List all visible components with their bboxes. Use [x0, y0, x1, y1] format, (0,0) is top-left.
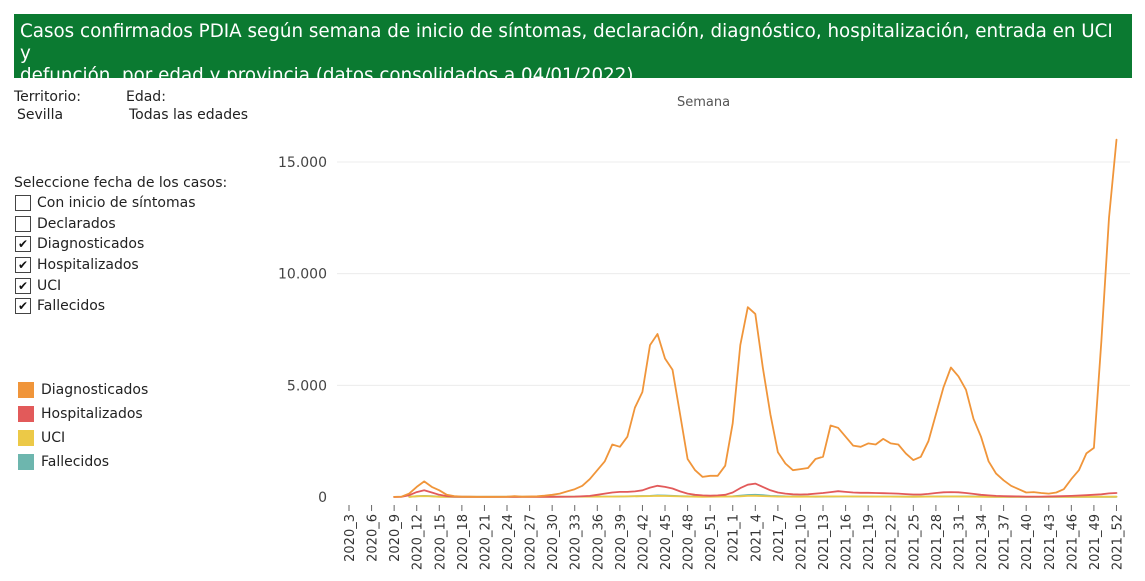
checkbox-box[interactable]: ✔ — [15, 236, 31, 253]
checkbox-label: Fallecidos — [37, 298, 106, 315]
age-label: Edad: — [126, 89, 166, 105]
territory-label: Territorio: — [14, 89, 81, 105]
x-tick-label: 2020_12 — [411, 514, 426, 570]
dashboard-title-line-2: defunción, por edad y provincia (datos c… — [20, 65, 634, 86]
checkbox-label: Declarados — [37, 215, 116, 232]
dashboard-title-banner: Casos confirmados PDIA según semana de i… — [14, 14, 1132, 86]
legend-label: Fallecidos — [41, 454, 110, 470]
x-tick-label: 2020_6 — [366, 514, 381, 562]
series-line-hospitalizados — [393, 482, 1118, 498]
x-tick-label: 2020_24 — [501, 514, 516, 570]
x-tick-label: 2020_51 — [704, 514, 719, 570]
x-tick-label: 2021_16 — [840, 514, 855, 570]
y-tick-label: 0 — [318, 490, 327, 506]
x-tick-label: 2021_22 — [885, 514, 900, 570]
x-tick-label: 2021_31 — [952, 514, 967, 570]
x-tick-label: 2021_34 — [975, 514, 990, 570]
x-tick-label: 2020_42 — [636, 514, 651, 570]
x-tick-label: 2021_46 — [1065, 514, 1080, 570]
territory-value[interactable]: Sevilla — [17, 107, 64, 123]
legend-label: Hospitalizados — [41, 406, 143, 422]
checkbox-box[interactable]: ✔ — [15, 257, 31, 274]
legend-label: Diagnosticados — [41, 382, 149, 398]
case-date-checkbox-list: Con inicio de síntomas Declarados ✔ Diagn… — [15, 193, 196, 317]
x-tick-label: 2020_48 — [682, 514, 697, 570]
checkbox-box[interactable] — [15, 195, 31, 212]
x-tick-label: 2021_25 — [907, 514, 922, 570]
legend-swatch — [18, 406, 34, 422]
checkbox-box[interactable] — [15, 215, 31, 232]
case-date-selector-title: Seleccione fecha de los casos: — [14, 175, 228, 191]
y-tick-label: 5.000 — [287, 378, 327, 394]
chart-title: Semana — [677, 95, 730, 110]
age-value[interactable]: Todas las edades — [129, 107, 249, 123]
x-tick-label: 2021_49 — [1088, 514, 1103, 570]
checkbox-fallecidos[interactable]: ✔ Fallecidos — [15, 296, 196, 317]
x-tick-label: 2021_52 — [1110, 514, 1125, 570]
x-tick-label: 2020_39 — [614, 514, 629, 570]
x-tick-label: 2021_19 — [862, 514, 877, 570]
checkbox-diagnosticados[interactable]: ✔ Diagnosticados — [15, 234, 196, 255]
checkbox-uci[interactable]: ✔ UCI — [15, 275, 196, 296]
x-tick-label: 2020_45 — [659, 514, 674, 570]
checkbox-label: UCI — [37, 277, 62, 294]
checkbox-hospitalizados[interactable]: ✔ Hospitalizados — [15, 255, 196, 276]
checkbox-box[interactable]: ✔ — [15, 298, 31, 315]
checkbox-sintomas[interactable]: Con inicio de síntomas — [15, 193, 196, 214]
x-tick-label: 2021_37 — [998, 514, 1013, 570]
legend-label: UCI — [41, 430, 66, 446]
x-tick-label: 2020_30 — [546, 514, 561, 570]
x-tick-label: 2021_40 — [1020, 514, 1035, 570]
x-tick-label: 2021_10 — [794, 514, 809, 570]
legend-item-fallecidos[interactable]: Fallecidos — [18, 450, 148, 474]
x-tick-label: 2020_36 — [591, 514, 606, 570]
chart-legend: Diagnosticados Hospitalizados UCI Fallec… — [18, 378, 148, 474]
x-tick-label: 2020_33 — [569, 514, 584, 570]
checkbox-box[interactable]: ✔ — [15, 277, 31, 294]
x-tick-label: 2021_43 — [1043, 514, 1058, 570]
x-tick-label: 2020_3 — [343, 514, 358, 562]
x-tick-label: 2020_15 — [433, 514, 448, 570]
x-tick-label: 2021_28 — [930, 514, 945, 570]
series-line-diagnosticados — [393, 138, 1118, 498]
legend-swatch — [18, 382, 34, 398]
x-tick-label: 2020_27 — [524, 514, 539, 570]
y-tick-label: 15.000 — [278, 155, 327, 171]
checkbox-label: Diagnosticados — [37, 236, 145, 253]
x-tick-label: 2021_4 — [749, 514, 764, 562]
x-tick-label: 2020_9 — [388, 514, 403, 562]
checkbox-label: Hospitalizados — [37, 257, 139, 274]
legend-item-hospitalizados[interactable]: Hospitalizados — [18, 402, 148, 426]
x-tick-label: 2020_18 — [456, 514, 471, 570]
dashboard-title-line-1: Casos confirmados PDIA según semana de i… — [20, 21, 1113, 64]
x-tick-label: 2021_1 — [727, 514, 742, 562]
legend-item-uci[interactable]: UCI — [18, 426, 148, 450]
x-tick-label: 2021_13 — [817, 514, 832, 570]
y-tick-label: 10.000 — [278, 267, 327, 283]
legend-swatch — [18, 430, 34, 446]
legend-item-diagnosticados[interactable]: Diagnosticados — [18, 378, 148, 402]
x-tick-label: 2020_21 — [478, 514, 493, 570]
series-line-uci — [408, 494, 1118, 498]
x-tick-label: 2021_7 — [772, 514, 787, 562]
checkbox-declarados[interactable]: Declarados — [15, 214, 196, 235]
legend-swatch — [18, 454, 34, 470]
checkbox-label: Con inicio de síntomas — [37, 195, 196, 212]
